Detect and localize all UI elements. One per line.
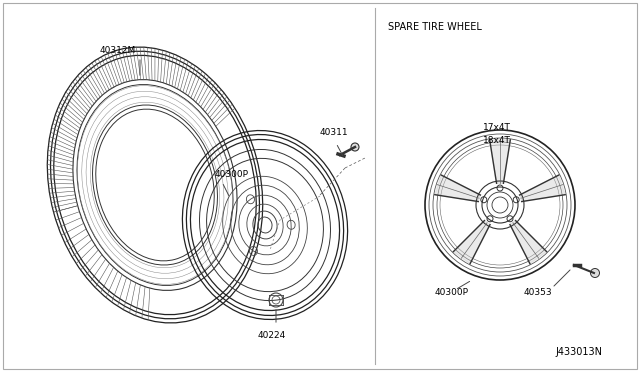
Text: J433013N: J433013N	[555, 347, 602, 357]
Text: SPARE TIRE WHEEL: SPARE TIRE WHEEL	[388, 22, 482, 32]
Polygon shape	[510, 221, 547, 264]
Polygon shape	[453, 221, 490, 264]
Text: 40300P: 40300P	[215, 170, 249, 179]
Circle shape	[591, 269, 600, 278]
Text: 40312M: 40312M	[100, 46, 136, 55]
Text: 18x4T: 18x4T	[483, 136, 511, 145]
Polygon shape	[435, 175, 481, 202]
Circle shape	[351, 143, 359, 151]
Text: 40353: 40353	[524, 288, 552, 297]
Text: 40224: 40224	[258, 331, 286, 340]
Polygon shape	[520, 175, 565, 202]
Polygon shape	[490, 140, 510, 183]
Text: 17x4T: 17x4T	[483, 123, 511, 132]
Text: 40311: 40311	[320, 128, 349, 137]
Text: 40300P: 40300P	[435, 288, 469, 297]
